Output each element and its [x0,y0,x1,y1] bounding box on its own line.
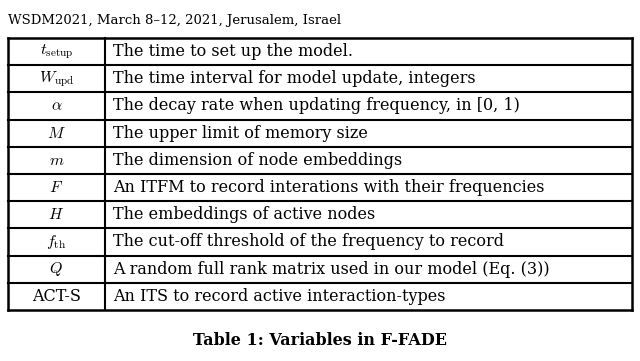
Text: $t_{\rm setup}$: $t_{\rm setup}$ [40,42,73,61]
Text: The decay rate when updating frequency, in [0, 1): The decay rate when updating frequency, … [113,97,520,114]
Text: The time interval for model update, integers: The time interval for model update, inte… [113,70,476,87]
Text: The cut-off threshold of the frequency to record: The cut-off threshold of the frequency t… [113,234,504,251]
Text: ACT-S: ACT-S [32,288,81,305]
Text: The embeddings of active nodes: The embeddings of active nodes [113,206,375,223]
Text: The upper limit of memory size: The upper limit of memory size [113,125,367,142]
Text: The dimension of node embeddings: The dimension of node embeddings [113,152,402,169]
Text: $m$: $m$ [49,152,64,169]
Text: $f_{\rm th}$: $f_{\rm th}$ [46,233,67,251]
Text: WSDM2021, March 8–12, 2021, Jerusalem, Israel: WSDM2021, March 8–12, 2021, Jerusalem, I… [8,14,341,27]
Text: $M$: $M$ [47,125,66,142]
Text: $H$: $H$ [48,206,65,223]
Text: The time to set up the model.: The time to set up the model. [113,43,353,60]
Text: An ITFM to record interations with their frequencies: An ITFM to record interations with their… [113,179,544,196]
Text: $Q$: $Q$ [49,260,63,278]
Text: $F$: $F$ [49,179,63,196]
Text: A random full rank matrix used in our model (Eq. (3)): A random full rank matrix used in our mo… [113,261,549,278]
Text: $W_{\rm upd}$: $W_{\rm upd}$ [38,69,74,88]
Text: An ITS to record active interaction-types: An ITS to record active interaction-type… [113,288,445,305]
Text: Table 1: Variables in F-FADE: Table 1: Variables in F-FADE [193,332,447,349]
Text: $\alpha$: $\alpha$ [51,97,62,114]
